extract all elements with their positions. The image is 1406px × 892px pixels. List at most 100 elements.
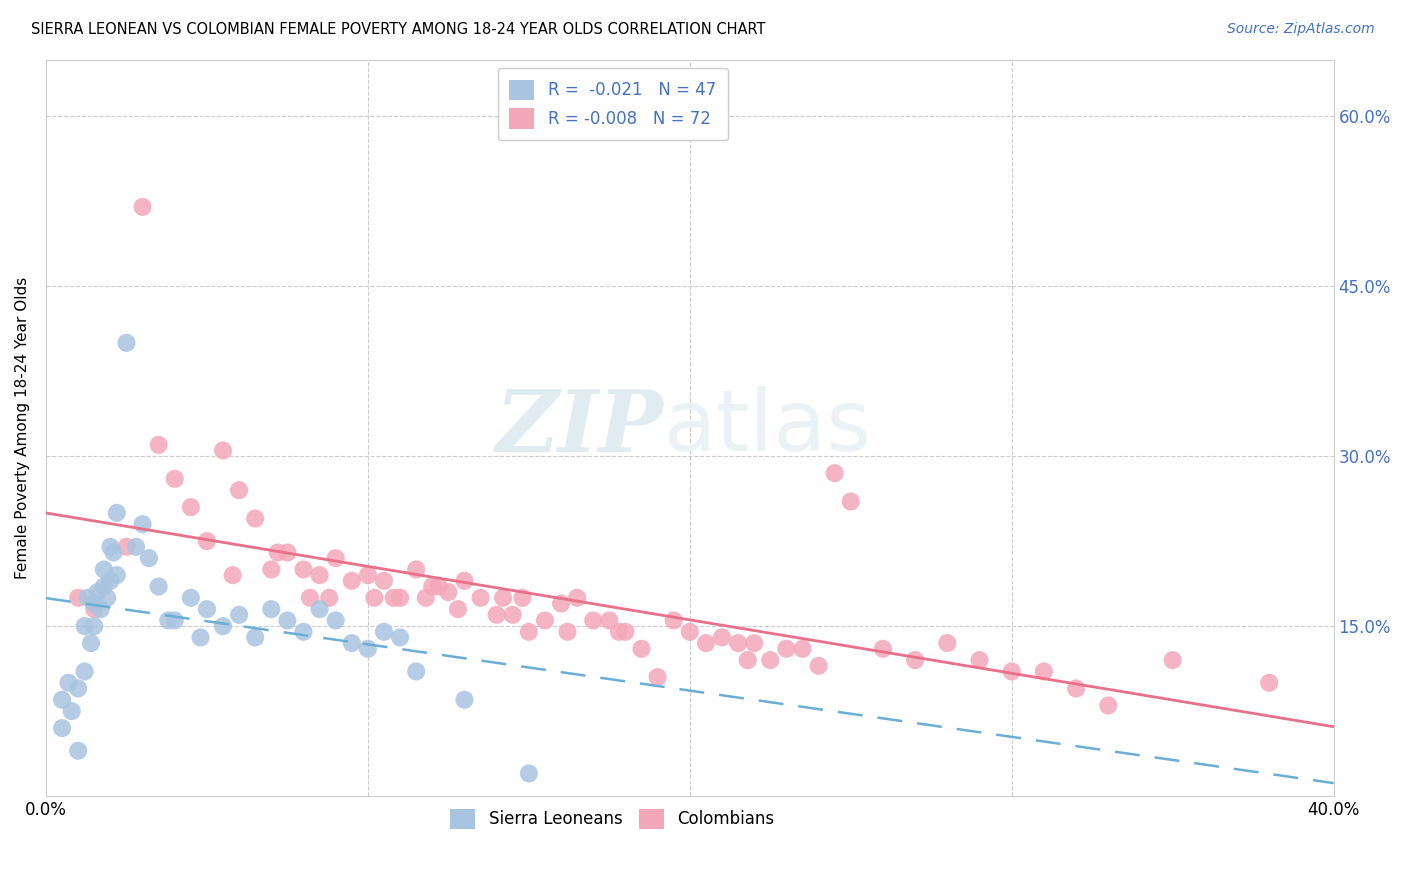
Point [228,607,250,622]
Point [420,579,443,593]
Point [737,653,759,667]
Point [105,568,128,582]
Point [759,653,782,667]
Text: Source: ZipAtlas.com: Source: ZipAtlas.com [1227,22,1375,37]
Point [427,579,450,593]
Point [517,624,540,639]
Point [83,597,105,611]
Point [557,624,579,639]
Point [60,704,83,718]
Point [318,591,340,605]
Point [148,438,170,452]
Point [792,641,814,656]
Point [382,591,405,605]
Point [405,562,427,576]
Point [647,670,669,684]
Point [357,568,380,582]
Point [389,591,412,605]
Point [276,614,298,628]
Point [67,591,90,605]
Point [775,641,797,656]
Point [163,614,186,628]
Point [245,631,267,645]
Point [212,619,235,633]
Point [373,624,395,639]
Point [389,631,412,645]
Point [96,591,118,605]
Y-axis label: Female Poverty Among 18-24 Year Olds: Female Poverty Among 18-24 Year Olds [15,277,30,579]
Point [437,585,460,599]
Point [308,568,330,582]
Point [1064,681,1087,696]
Point [1001,665,1024,679]
Point [565,591,588,605]
Point [453,574,475,588]
Point [276,545,298,559]
Point [598,614,620,628]
Point [308,602,330,616]
Point [936,636,959,650]
Point [447,602,470,616]
Point [83,602,105,616]
Point [614,624,637,639]
Point [630,641,652,656]
Point [80,636,103,650]
Point [98,574,121,588]
Point [340,636,363,650]
Point [325,551,347,566]
Point [1032,665,1054,679]
Point [742,636,765,650]
Point [115,335,138,350]
Point [1097,698,1119,713]
Point [550,597,572,611]
Point [103,545,125,559]
Point [470,591,492,605]
Point [824,466,846,480]
Point [298,591,321,605]
Legend: Sierra Leoneans, Colombians: Sierra Leoneans, Colombians [444,802,782,836]
Point [711,631,734,645]
Point [180,591,202,605]
Point [228,483,250,498]
Point [212,443,235,458]
Point [727,636,749,650]
Point [51,693,73,707]
Point [534,614,557,628]
Point [260,562,283,576]
Point [373,574,395,588]
Point [839,494,862,508]
Point [245,511,267,525]
Point [405,665,427,679]
Point [58,675,80,690]
Point [453,693,475,707]
Point [131,200,153,214]
Point [157,614,180,628]
Point [73,619,96,633]
Point [415,591,437,605]
Point [969,653,991,667]
Point [125,540,148,554]
Point [340,574,363,588]
Point [485,607,508,622]
Point [76,591,98,605]
Point [90,602,112,616]
Point [679,624,702,639]
Point [872,641,894,656]
Point [67,744,90,758]
Point [98,540,121,554]
Point [807,658,830,673]
Point [180,500,202,515]
Point [83,619,105,633]
Point [67,681,90,696]
Text: SIERRA LEONEAN VS COLOMBIAN FEMALE POVERTY AMONG 18-24 YEAR OLDS CORRELATION CHA: SIERRA LEONEAN VS COLOMBIAN FEMALE POVER… [31,22,765,37]
Point [695,636,717,650]
Point [93,579,115,593]
Point [512,591,534,605]
Point [195,534,218,549]
Point [325,614,347,628]
Point [1258,675,1281,690]
Point [86,585,108,599]
Point [105,506,128,520]
Point [492,591,515,605]
Point [163,472,186,486]
